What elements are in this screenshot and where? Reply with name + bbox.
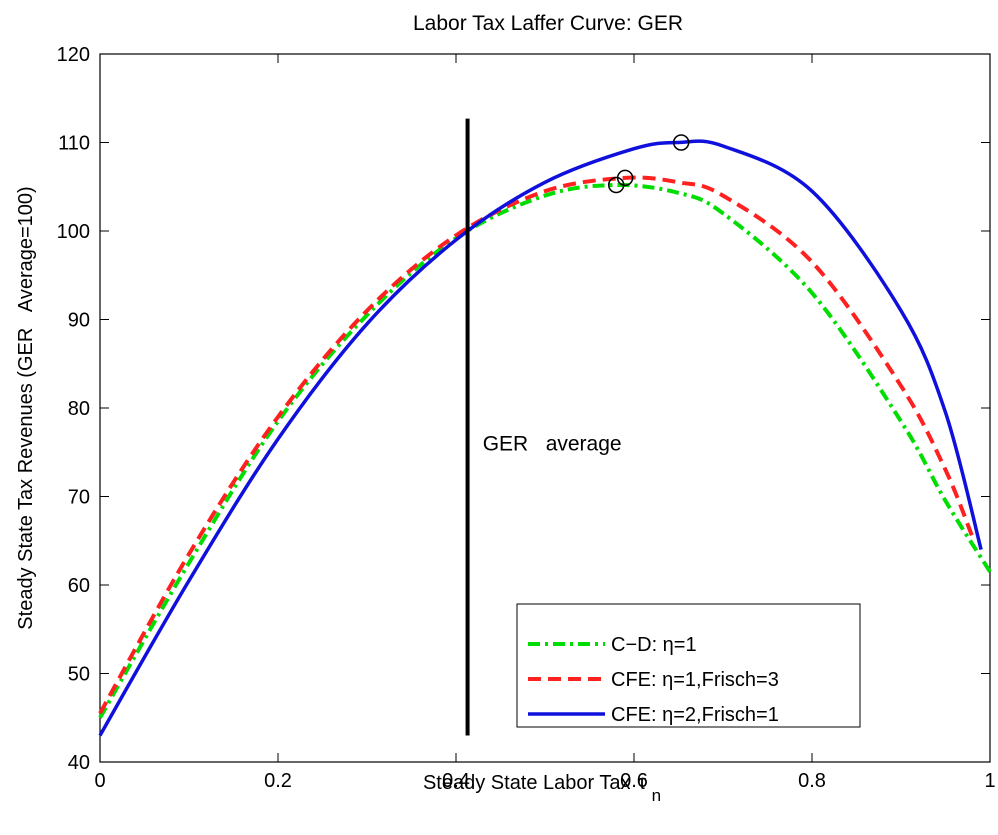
- y-tick-label: 110: [58, 133, 90, 155]
- y-tick-label: 100: [57, 221, 90, 243]
- series-cfe-eta2-frisch1: [98, 139, 983, 737]
- y-tick-label: 80: [68, 398, 90, 420]
- x-tick-label: 1: [984, 770, 995, 792]
- y-tick-label: 50: [68, 664, 90, 686]
- x-tick-label: 0.4: [442, 770, 470, 792]
- y-tick-label: 40: [68, 752, 90, 774]
- x-axis-label: Steady State Labor Tax τ n: [423, 772, 661, 805]
- x-tick-label: 0.8: [798, 770, 826, 792]
- peak-marker: [672, 134, 690, 151]
- legend-box: [516, 603, 861, 728]
- legend-label: C−D: η=1: [611, 634, 697, 656]
- series-cfe-eta1-frisch3: [98, 175, 975, 715]
- x-axis-label-text: Steady State Labor Tax: [423, 772, 631, 794]
- y-tick-label: 90: [68, 310, 90, 332]
- y-tick-labels: 40 50 60 70 80 90 100 110 120: [57, 44, 90, 774]
- y-tick-label: 70: [68, 487, 90, 509]
- x-tick-labels: 0 0.2 0.4 0.6 0.8 1: [94, 770, 995, 792]
- series-cd-eta1: [98, 182, 992, 719]
- y-tick-label: 60: [68, 575, 90, 597]
- x-axis-label-subscript: n: [652, 786, 661, 805]
- x-axis-label-symbol: τ: [638, 772, 646, 794]
- y-axis-label: Steady State Tax Revenues (GER Average=1…: [15, 186, 37, 629]
- y-tick-label: 120: [57, 44, 90, 66]
- x-tick-label: 0.2: [264, 770, 292, 792]
- peak-marker: [616, 169, 634, 187]
- legend-label: CFE: η=2,Frisch=1: [611, 704, 779, 726]
- x-tick-label: 0: [94, 770, 105, 792]
- x-tick-label: 0.6: [620, 770, 648, 792]
- legend-label: CFE: η=1,Frisch=3: [611, 669, 779, 691]
- axis-ticks: [99, 53, 991, 763]
- chart-title: Labor Tax Laffer Curve: GER: [413, 12, 683, 35]
- series-lines: [98, 139, 992, 737]
- peak-markers: [607, 134, 690, 194]
- ger-average-label: GER average: [483, 432, 622, 455]
- legend: C−D: η=1 CFE: η=1,Frisch=3 CFE: η=2,Frisch…: [516, 603, 861, 728]
